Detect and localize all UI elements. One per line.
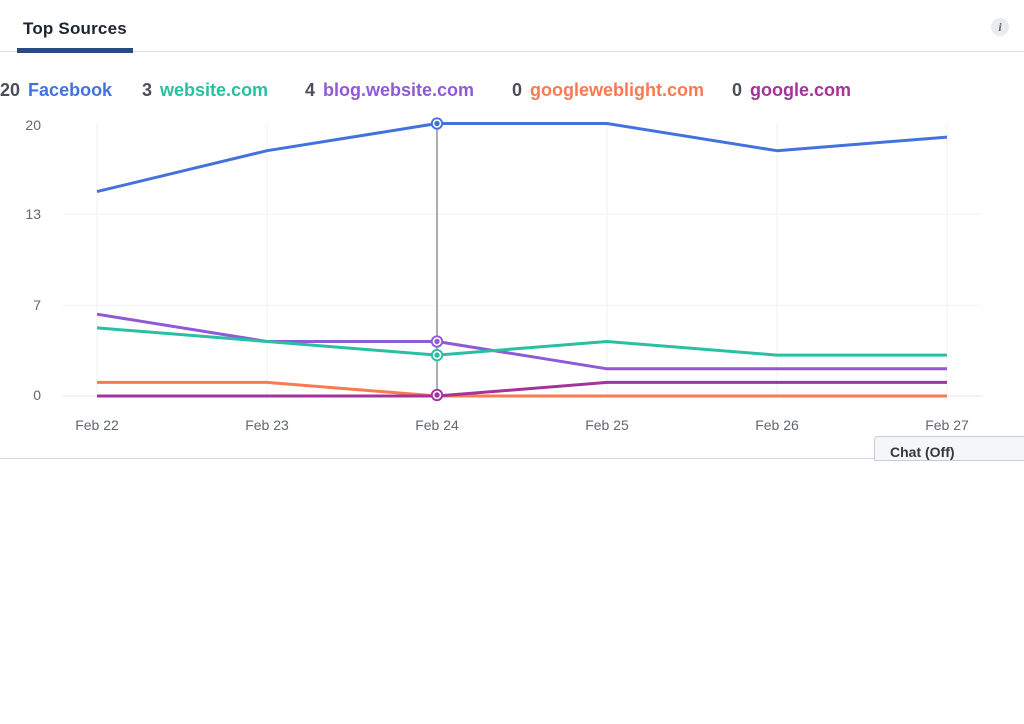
svg-text:13: 13 — [25, 206, 41, 222]
svg-text:Feb 24: Feb 24 — [415, 417, 459, 433]
svg-text:Feb 27: Feb 27 — [925, 417, 969, 433]
svg-text:Feb 22: Feb 22 — [75, 417, 119, 433]
svg-text:20: 20 — [25, 117, 41, 133]
svg-text:Feb 25: Feb 25 — [585, 417, 629, 433]
svg-text:7: 7 — [33, 297, 41, 313]
svg-text:Feb 26: Feb 26 — [755, 417, 799, 433]
svg-text:0: 0 — [33, 387, 41, 403]
svg-text:Feb 23: Feb 23 — [245, 417, 289, 433]
